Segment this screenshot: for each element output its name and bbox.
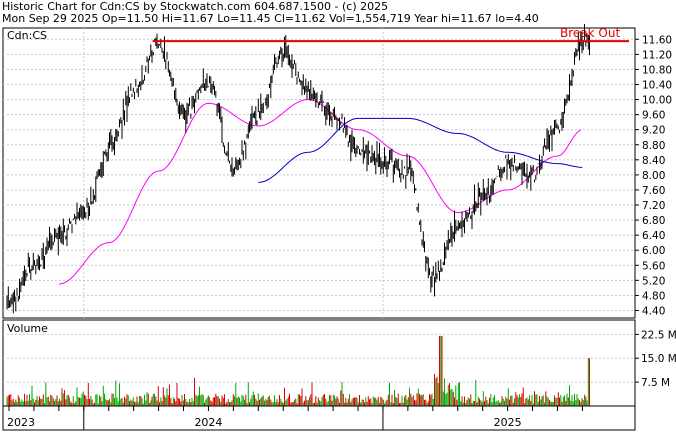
year-label: 2023: [7, 416, 35, 429]
volume-tick-label: 7.5 M: [641, 377, 670, 389]
price-axis-ticks: 11.60 11.20 10.80 10.40 10.00 9.60 9.20 8.80 8.4…: [635, 34, 672, 317]
price-panel-frame: [2, 27, 636, 319]
chart-header-quote: Mon Sep 29 2025 Op=11.50 Hi=11.67 Lo=11.…: [2, 12, 539, 25]
year-label: 2025: [494, 416, 522, 429]
volume-tick-label: 22.5 M: [641, 329, 676, 341]
price-bars: [6, 24, 590, 314]
price-panel-label: Cdn:CS: [7, 29, 47, 42]
volume-tick-label: 15.0 M: [641, 353, 676, 365]
moving-averages: [58, 99, 583, 285]
time-axis-frame: [2, 405, 636, 431]
long-moving-average: [258, 117, 583, 183]
short-moving-average: [58, 99, 582, 285]
price-tick-label: 10.40: [642, 79, 672, 91]
price-tick-label: 5.60: [642, 260, 665, 272]
price-tick-label: 8.00: [642, 170, 665, 182]
price-tick-label: 8.80: [642, 140, 665, 152]
price-tick-label: 9.20: [642, 125, 665, 137]
price-tick-label: 10.00: [642, 95, 672, 107]
price-tick-label: 9.60: [642, 110, 665, 122]
price-tick-label: 7.20: [642, 200, 665, 212]
time-axis: 2023 2024 2025: [7, 406, 583, 430]
price-tick-label: 4.80: [642, 290, 665, 302]
price-tick-label: 10.80: [642, 64, 672, 76]
volume-grid: [3, 333, 635, 383]
volume-panel-label: Volume: [7, 322, 48, 335]
price-tick-label: 6.00: [642, 245, 665, 257]
price-tick-label: 4.40: [642, 305, 665, 317]
price-tick-label: 11.20: [642, 49, 672, 61]
price-tick-label: 6.80: [642, 215, 665, 227]
year-label: 2024: [194, 416, 222, 429]
chart-header-title: Historic Chart for Cdn:CS by Stockwatch.…: [2, 0, 389, 13]
price-tick-label: 7.60: [642, 185, 665, 197]
price-tick-label: 8.40: [642, 155, 665, 167]
price-tick-label: 6.40: [642, 230, 665, 242]
volume-bars: [6, 335, 590, 406]
volume-axis-ticks: 22.5 M 15.0 M 7.5 M: [635, 329, 676, 389]
price-tick-label: 5.20: [642, 275, 665, 287]
volume-panel-frame: [2, 319, 636, 407]
breakout-label: Break Out: [560, 26, 620, 40]
price-tick-label: 11.60: [642, 34, 672, 46]
